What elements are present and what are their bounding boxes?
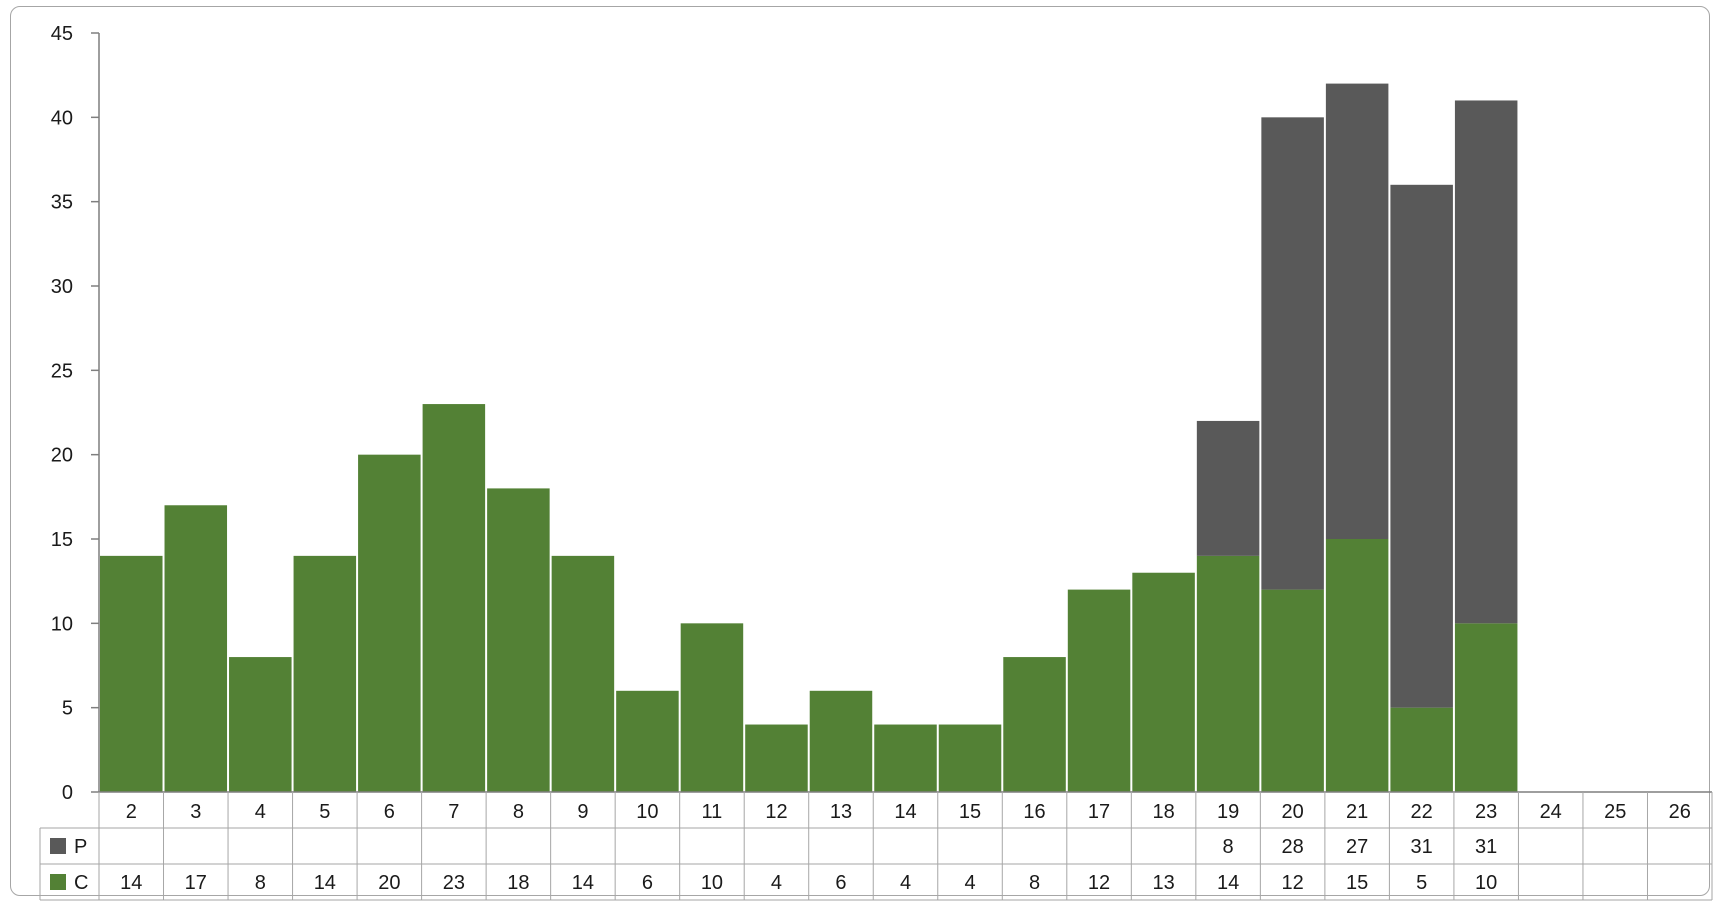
legend-label-p: P — [74, 836, 87, 858]
chart-frame — [10, 6, 1710, 896]
data-label-c: 14 — [572, 872, 594, 894]
bar-c-5 — [293, 555, 357, 792]
y-axis: 0 5 10 15 20 25 30 35 40 45 — [51, 23, 100, 804]
bar-p-20 — [1261, 117, 1324, 590]
x-tick-label: 16 — [1023, 801, 1045, 823]
bars — [100, 83, 1518, 792]
y-tick-label: 5 — [62, 698, 73, 720]
data-label-c: 10 — [701, 872, 723, 894]
x-tick-label: 19 — [1217, 801, 1239, 823]
data-label-c: 14 — [120, 872, 142, 894]
data-label-c: 14 — [314, 872, 336, 894]
y-tick-label: 35 — [51, 192, 73, 214]
data-label-c: 6 — [835, 872, 846, 894]
bar-c-22 — [1390, 707, 1453, 792]
legend-key-c — [50, 874, 66, 890]
x-tick-label: 18 — [1152, 801, 1174, 823]
x-tick-label: 10 — [636, 801, 658, 823]
data-label-c: 6 — [642, 872, 653, 894]
bar-p-23 — [1454, 100, 1518, 624]
data-label-c: 10 — [1475, 872, 1497, 894]
x-tick-label: 7 — [448, 801, 459, 823]
bar-c-20 — [1261, 589, 1324, 792]
x-tick-label: 11 — [702, 801, 723, 823]
y-tick-label: 30 — [51, 276, 73, 298]
bar-c-21 — [1325, 539, 1389, 792]
bar-c-6 — [358, 454, 421, 792]
x-tick-label: 17 — [1088, 801, 1110, 823]
bar-c-19 — [1196, 555, 1260, 792]
x-tick-label: 26 — [1669, 801, 1691, 823]
data-label-c: 4 — [900, 872, 911, 894]
data-label-p: 27 — [1346, 836, 1368, 858]
x-tick-label: 3 — [190, 801, 201, 823]
data-label-c: 14 — [1217, 872, 1239, 894]
x-tick-label: 2 — [126, 801, 137, 823]
x-tick-label: 15 — [959, 801, 981, 823]
data-label-c: 12 — [1088, 872, 1110, 894]
bar-p-22 — [1390, 184, 1453, 708]
bar-c-3 — [164, 505, 228, 792]
x-tick-label: 22 — [1411, 801, 1433, 823]
y-tick-label: 0 — [62, 782, 73, 804]
bar-c-15 — [938, 724, 1002, 792]
data-label-c: 13 — [1152, 872, 1174, 894]
y-tick-label: 20 — [51, 445, 73, 467]
data-label-c: 4 — [771, 872, 782, 894]
bar-c-8 — [487, 488, 550, 792]
bar-p-21 — [1325, 83, 1389, 539]
bar-c-13 — [809, 690, 873, 792]
bar-c-12 — [745, 724, 808, 792]
legend-label-c: C — [74, 872, 88, 894]
x-tick-label: 21 — [1346, 801, 1368, 823]
data-label-p: 28 — [1281, 836, 1303, 858]
bar-c-4 — [229, 657, 292, 792]
y-tick-label: 10 — [51, 613, 73, 635]
bar-c-14 — [874, 724, 937, 792]
x-tick-label: 8 — [513, 801, 524, 823]
x-tick-label: 13 — [830, 801, 852, 823]
data-label-p: 8 — [1223, 836, 1234, 858]
data-label-c: 8 — [255, 872, 266, 894]
bar-c-11 — [680, 623, 744, 792]
x-tick-label: 23 — [1475, 801, 1497, 823]
x-tick-label: 6 — [384, 801, 395, 823]
data-label-c: 23 — [443, 872, 465, 894]
data-label-c: 12 — [1281, 872, 1303, 894]
x-tick-label: 12 — [765, 801, 787, 823]
data-label-c: 4 — [964, 872, 975, 894]
y-tick-label: 15 — [51, 529, 73, 551]
bar-c-7 — [422, 404, 486, 792]
data-table: 2 3 4 5 6 7 8 9 10 11 12 13 14 15 16 17 18 19 20 21 22 23 24 25… — [39, 791, 1713, 901]
bar-c-9 — [551, 555, 615, 792]
bar-c-2 — [100, 555, 163, 792]
bar-c-18 — [1132, 572, 1195, 792]
x-tick-label: 24 — [1540, 801, 1562, 823]
bar-c-10 — [616, 690, 679, 792]
bar-p-19 — [1196, 420, 1260, 556]
data-label-c: 15 — [1346, 872, 1368, 894]
bar-c-23 — [1454, 623, 1518, 792]
x-tick-label: 9 — [577, 801, 588, 823]
data-label-c: 8 — [1029, 872, 1040, 894]
data-label-p: 31 — [1411, 836, 1433, 858]
legend-key-p — [50, 838, 66, 854]
bar-c-16 — [1003, 657, 1066, 792]
x-tick-label: 20 — [1281, 801, 1303, 823]
bar-c-17 — [1067, 589, 1131, 792]
y-tick-label: 25 — [51, 360, 73, 382]
data-label-c: 5 — [1416, 872, 1427, 894]
x-tick-label: 25 — [1604, 801, 1626, 823]
data-label-c: 17 — [185, 872, 207, 894]
y-tick-label: 45 — [51, 23, 73, 45]
x-tick-label: 14 — [894, 801, 916, 823]
x-tick-label: 5 — [319, 801, 330, 823]
data-label-c: 18 — [507, 872, 529, 894]
data-label-c: 20 — [378, 872, 400, 894]
data-label-p: 31 — [1475, 836, 1497, 858]
y-tick-label: 40 — [51, 107, 73, 129]
x-tick-label: 4 — [255, 801, 266, 823]
